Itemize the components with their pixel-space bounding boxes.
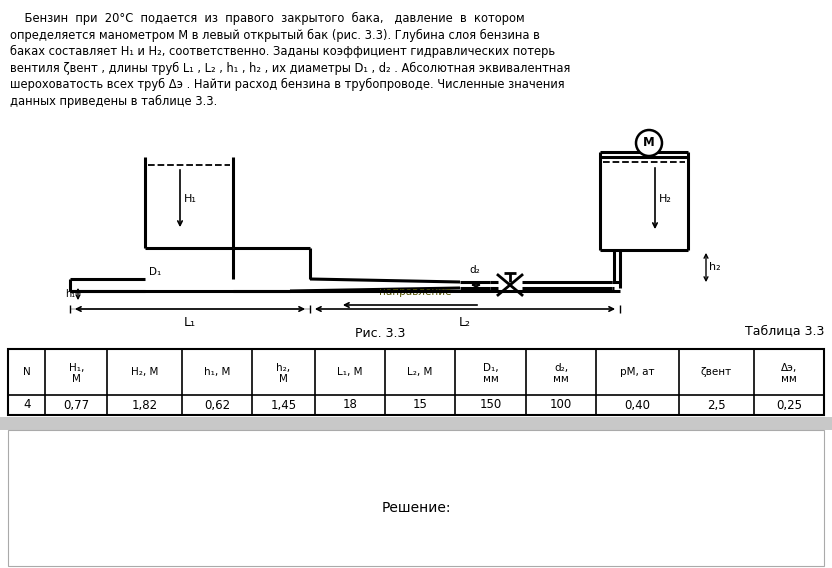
Text: направление: направление <box>379 287 451 297</box>
Text: 18: 18 <box>342 399 357 411</box>
Text: M: M <box>643 136 655 149</box>
Text: Бензин  при  20°С  подается  из  правого  закрытого  бака,   давление  в  которо: Бензин при 20°С подается из правого закр… <box>10 12 525 25</box>
Text: Решение:: Решение: <box>381 501 451 515</box>
Text: 0,77: 0,77 <box>63 399 89 411</box>
Text: h₁, М: h₁, М <box>204 367 230 377</box>
Text: Таблица 3.3: Таблица 3.3 <box>745 324 824 337</box>
Text: рМ, ат: рМ, ат <box>621 367 655 377</box>
Text: шероховатость всех труб Δэ . Найти расход бензина в трубопроводе. Численные знач: шероховатость всех труб Δэ . Найти расхо… <box>10 78 565 91</box>
Text: данных приведены в таблице 3.3.: данных приведены в таблице 3.3. <box>10 94 217 107</box>
Text: 100: 100 <box>550 399 572 411</box>
Text: L₁: L₁ <box>184 316 196 329</box>
Text: мм: мм <box>553 374 569 384</box>
Text: 150: 150 <box>479 399 502 411</box>
Bar <box>0 417 832 430</box>
Text: мм: мм <box>483 374 498 384</box>
Text: D₁,: D₁, <box>483 363 498 373</box>
Text: Рис. 3.3: Рис. 3.3 <box>354 327 405 340</box>
Text: определяется манометром М в левый открытый бак (рис. 3.3). Глубина слоя бензина : определяется манометром М в левый открыт… <box>10 28 540 41</box>
Text: 4: 4 <box>23 399 31 411</box>
Text: 15: 15 <box>413 399 428 411</box>
Text: М: М <box>72 374 81 384</box>
Text: М: М <box>279 374 288 384</box>
Text: H₁: H₁ <box>184 194 197 203</box>
Text: h₂: h₂ <box>709 262 721 273</box>
Text: 2,5: 2,5 <box>707 399 726 411</box>
Text: h₁: h₁ <box>65 289 75 299</box>
Text: N: N <box>22 367 31 377</box>
Text: h₂,: h₂, <box>276 363 290 373</box>
Bar <box>8 349 824 415</box>
Text: H₁,: H₁, <box>69 363 84 373</box>
Text: Δэ,: Δэ, <box>780 363 797 373</box>
Text: L₂, М: L₂, М <box>408 367 433 377</box>
Text: 0,40: 0,40 <box>625 399 651 411</box>
Text: баках составляет H₁ и H₂, соответственно. Заданы коэффициент гидравлических поте: баках составляет H₁ и H₂, соответственно… <box>10 45 555 58</box>
Text: L₁, М: L₁, М <box>337 367 363 377</box>
Text: d₂,: d₂, <box>554 363 568 373</box>
Text: 1,45: 1,45 <box>270 399 296 411</box>
Text: 0,62: 0,62 <box>204 399 230 411</box>
Text: ζвент: ζвент <box>701 367 732 377</box>
Text: 1,82: 1,82 <box>131 399 158 411</box>
Bar <box>8 430 824 566</box>
Text: H₂: H₂ <box>659 194 672 203</box>
Text: D₁: D₁ <box>149 267 161 277</box>
Text: H₂, М: H₂, М <box>131 367 158 377</box>
Text: мм: мм <box>781 374 797 384</box>
Text: вентиля ζвент , длины труб L₁ , L₂ , h₁ , h₂ , их диаметры D₁ , d₂ . Абсолютная : вентиля ζвент , длины труб L₁ , L₂ , h₁ … <box>10 61 571 74</box>
Text: L₂: L₂ <box>459 316 471 329</box>
Text: 0,25: 0,25 <box>775 399 802 411</box>
Circle shape <box>636 130 662 156</box>
Text: d₂: d₂ <box>469 265 480 275</box>
